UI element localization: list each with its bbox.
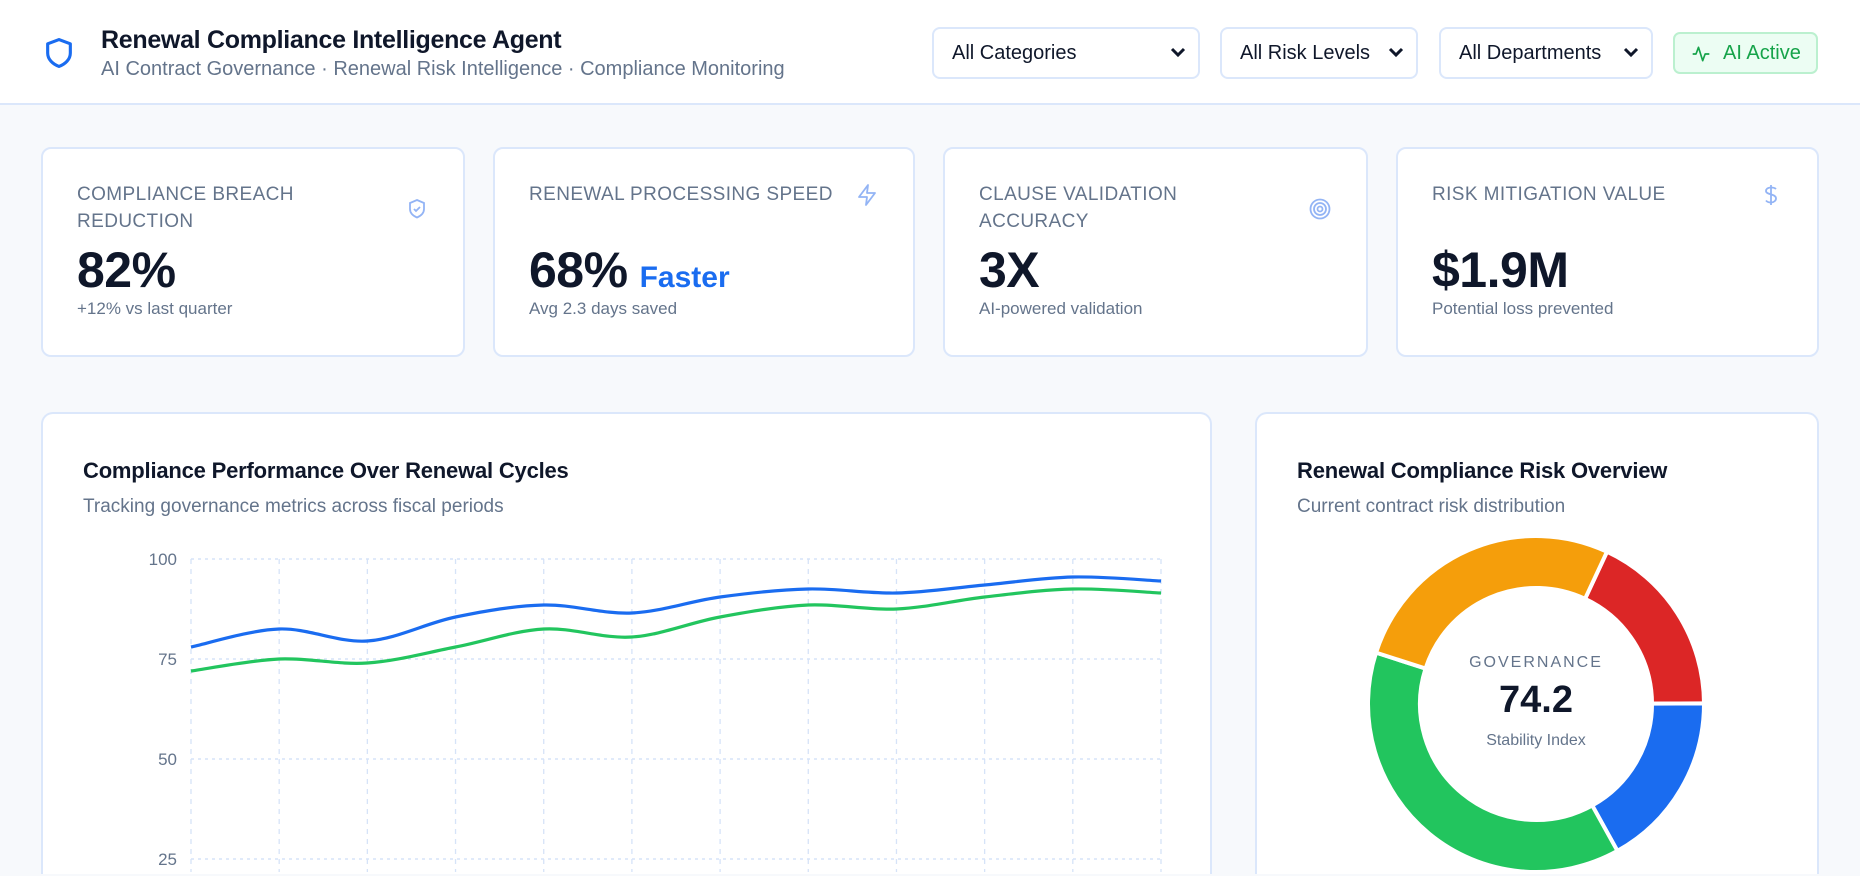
kpi-accent: Faster	[639, 261, 730, 294]
app-title: Renewal Compliance Intelligence Agent	[101, 26, 562, 54]
kpi-value-text: 68%	[529, 242, 628, 298]
chevron-down-icon	[1388, 47, 1404, 58]
kpi-card-validation-accuracy: Clause Validation Accuracy 3X AI-powered…	[943, 147, 1368, 357]
panel-title: Renewal Compliance Risk Overview	[1297, 458, 1668, 483]
kpi-value-text: 3X	[979, 242, 1040, 298]
shield-icon	[46, 37, 72, 69]
kpi-value-text: $1.9M	[1432, 242, 1569, 298]
donut-caption: Stability Index	[1486, 732, 1586, 749]
performance-panel: Compliance Performance Over Renewal Cycl…	[41, 412, 1212, 874]
department-filter-select[interactable]: All Departments	[1439, 27, 1653, 79]
kpi-sub: Potential loss prevented	[1432, 299, 1614, 318]
kpi-value: 3X	[979, 241, 1040, 299]
kpi-value: 82%	[77, 241, 176, 299]
department-filter-value: All Departments	[1459, 42, 1602, 64]
ai-status-badge: AI Active	[1673, 32, 1818, 74]
kpi-label: Clause Validation Accuracy	[979, 184, 1178, 232]
series-line	[190, 575, 1162, 649]
category-filter-value: All Categories	[952, 42, 1077, 64]
kpi-card-processing-speed: Renewal Processing Speed 68% Faster Avg 2…	[493, 147, 915, 357]
kpi-sub: AI-powered validation	[979, 299, 1143, 318]
app-header: Renewal Compliance Intelligence Agent AI…	[0, 0, 1860, 105]
y-tick-label: 50	[158, 750, 177, 769]
series-line	[190, 587, 1162, 673]
kpi-card-breach-reduction: Compliance Breach Reduction 82% +12% vs …	[41, 147, 465, 357]
risk-level-filter-select[interactable]: All Risk Levels	[1220, 27, 1418, 79]
donut-value: 74.2	[1499, 679, 1573, 721]
panel-title: Compliance Performance Over Renewal Cycl…	[83, 458, 569, 483]
kpi-value-text: 82%	[77, 242, 176, 298]
kpi-label: Compliance Breach Reduction	[77, 184, 294, 232]
donut-slice[interactable]	[1365, 650, 1621, 874]
activity-icon	[1692, 46, 1710, 62]
donut-slice[interactable]	[1589, 701, 1707, 854]
donut-slice[interactable]	[1373, 534, 1610, 672]
kpi-label: Risk Mitigation Value	[1432, 184, 1666, 205]
chevron-down-icon	[1623, 47, 1639, 58]
y-tick-label: 75	[158, 650, 177, 669]
kpi-value: $1.9M	[1432, 241, 1569, 299]
shield-check-icon	[409, 199, 425, 219]
panel-subtitle: Tracking governance metrics across fisca…	[83, 496, 504, 517]
category-filter-select[interactable]: All Categories	[932, 27, 1200, 79]
kpi-label: Renewal Processing Speed	[529, 184, 833, 205]
ai-status-label: AI Active	[1723, 42, 1801, 64]
kpi-value: 68% Faster	[529, 241, 730, 299]
donut-kicker: GOVERNANCE	[1469, 654, 1603, 671]
app-subtitle: AI Contract Governance · Renewal Risk In…	[101, 58, 785, 80]
y-tick-label: 100	[149, 550, 177, 569]
y-tick-label: 25	[158, 850, 177, 869]
kpi-sub: Avg 2.3 days saved	[529, 299, 678, 318]
panel-subtitle: Current contract risk distribution	[1297, 496, 1566, 517]
kpi-card-risk-mitigation: Risk Mitigation Value $1.9M Potential lo…	[1396, 147, 1819, 357]
target-icon	[1309, 198, 1331, 220]
dollar-icon	[1765, 185, 1777, 205]
risk-level-filter-value: All Risk Levels	[1240, 42, 1371, 64]
risk-panel: Renewal Compliance Risk Overview Current…	[1255, 412, 1819, 874]
lightning-icon	[858, 184, 876, 206]
kpi-sub: +12% vs last quarter	[77, 299, 233, 318]
chevron-down-icon	[1170, 47, 1186, 58]
